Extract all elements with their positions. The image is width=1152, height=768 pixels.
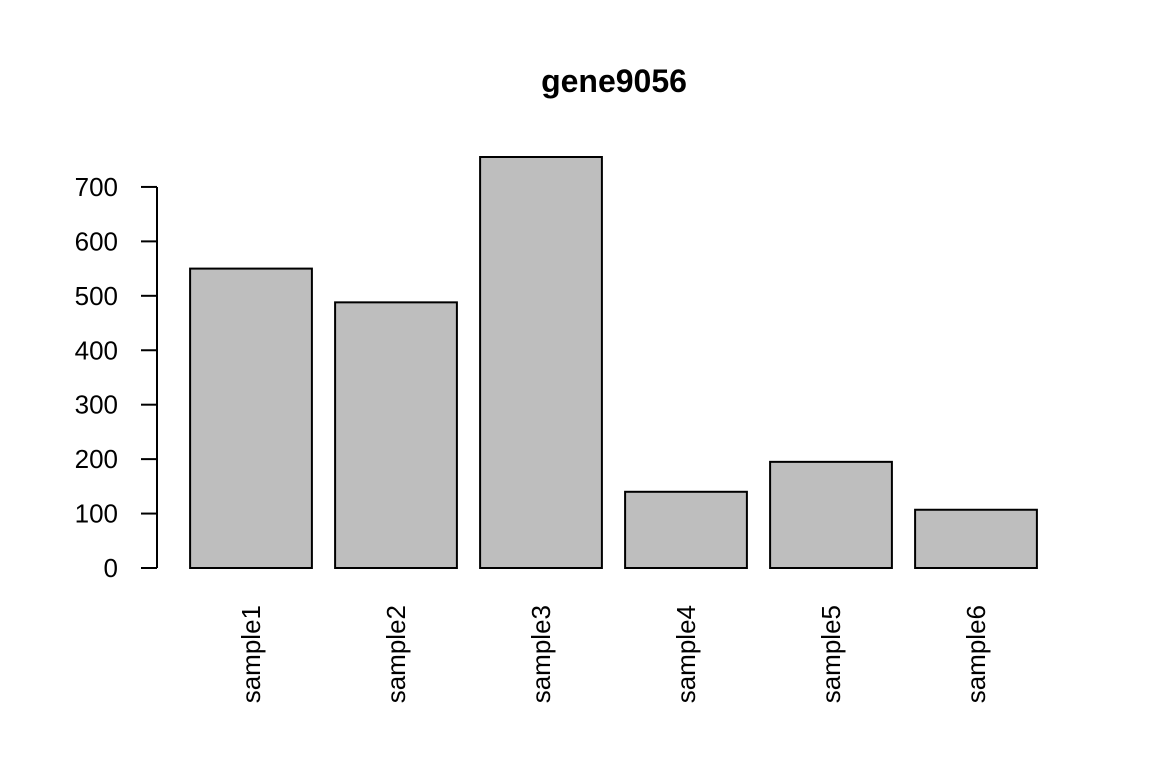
bar — [914, 508, 1038, 569]
y-tick-label: 700 — [75, 172, 118, 202]
y-tick-label: 100 — [75, 499, 118, 529]
y-tick-label: 200 — [75, 444, 118, 474]
x-tick-label: sample4 — [671, 605, 701, 703]
bar — [189, 267, 313, 569]
x-tick-label: sample6 — [961, 605, 991, 703]
y-tick-label: 600 — [75, 226, 118, 256]
x-tick-label: sample2 — [381, 605, 411, 703]
y-tick-label: 500 — [75, 281, 118, 311]
x-tick-label: sample1 — [236, 605, 266, 703]
y-tick-label: 400 — [75, 335, 118, 365]
x-tick-label: sample3 — [526, 605, 556, 703]
bar — [769, 460, 893, 570]
x-tick-label: sample5 — [816, 605, 846, 703]
y-tick-label: 300 — [75, 390, 118, 420]
bar — [479, 156, 603, 569]
bar — [334, 301, 458, 569]
bar — [624, 490, 748, 570]
y-tick-label: 0 — [104, 553, 118, 583]
chart-title: gene9056 — [541, 63, 687, 99]
